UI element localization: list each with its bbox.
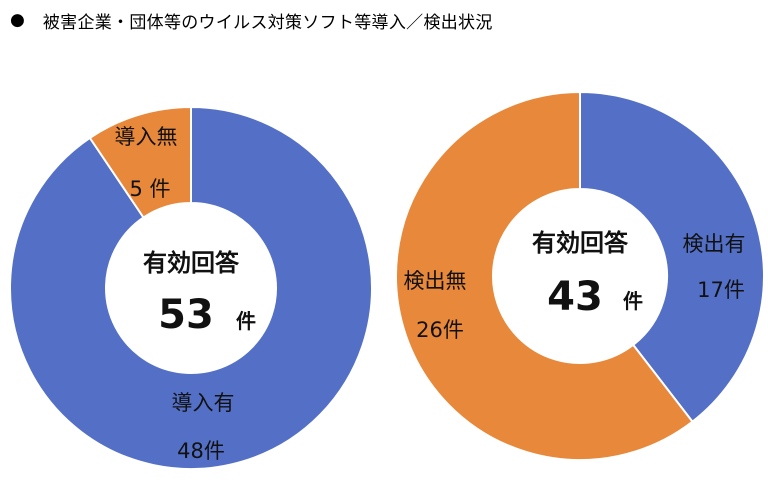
title-row: ● 被害企業・団体等のウイルス対策ソフト等導入／検出状況	[10, 6, 493, 34]
chart2-value-検出有: 17件	[697, 278, 745, 302]
chart1-center-total: 53	[158, 292, 214, 338]
chart1-label-導入有: 導入有	[172, 391, 235, 415]
chart1-value-導入有: 48件	[177, 439, 225, 463]
chart2-value-検出無: 26件	[416, 318, 464, 342]
slice-導入無	[88, 105, 192, 219]
bullet-icon: ●	[10, 10, 25, 30]
slice-導入有	[9, 105, 373, 470]
chart2-center-unit: 件	[623, 289, 643, 313]
slice-検出無	[395, 90, 694, 461]
chart2-center-total: 43	[547, 274, 603, 320]
chart1-value-導入無: 5 件	[129, 177, 170, 201]
chart2-label-検出有: 検出有	[683, 232, 746, 256]
donut-chart-2: 有効回答 43 件 検出有 17件 検出無 26件	[395, 90, 765, 461]
page-title: 被害企業・団体等のウイルス対策ソフト等導入／検出状況	[42, 12, 493, 33]
chart1-center-heading: 有効回答	[143, 249, 240, 277]
chart2-label-検出無: 検出無	[404, 269, 467, 293]
donut-chart-1: 有効回答 53 件 導入無 5 件 導入有 48件	[9, 105, 373, 470]
chart2-center-heading: 有効回答	[532, 229, 629, 257]
chart1-label-導入無: 導入無	[115, 125, 178, 149]
chart1-center-unit: 件	[236, 309, 256, 333]
slice-検出有	[579, 90, 765, 424]
